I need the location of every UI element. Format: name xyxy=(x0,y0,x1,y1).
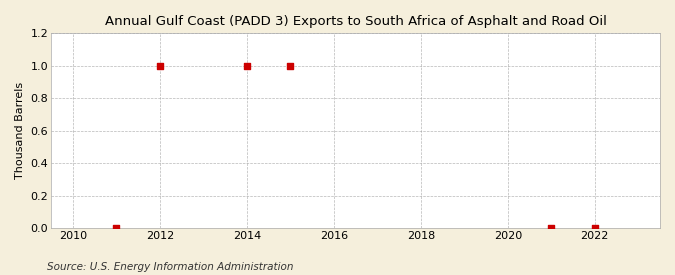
Point xyxy=(242,64,252,68)
Point xyxy=(589,226,600,230)
Point xyxy=(111,226,122,230)
Text: Source: U.S. Energy Information Administration: Source: U.S. Energy Information Administ… xyxy=(47,262,294,272)
Point xyxy=(546,226,557,230)
Point xyxy=(285,64,296,68)
Point xyxy=(155,64,165,68)
Y-axis label: Thousand Barrels: Thousand Barrels xyxy=(15,82,25,179)
Title: Annual Gulf Coast (PADD 3) Exports to South Africa of Asphalt and Road Oil: Annual Gulf Coast (PADD 3) Exports to So… xyxy=(105,15,606,28)
